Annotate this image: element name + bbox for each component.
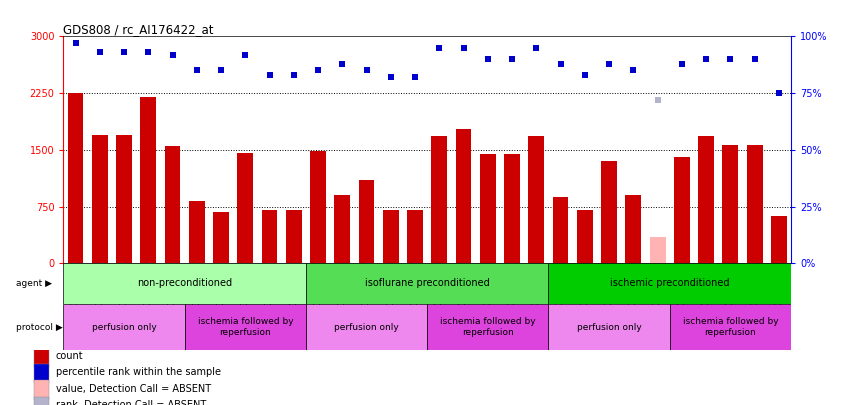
Bar bbox=[286, 210, 302, 263]
Bar bbox=[334, 195, 350, 263]
Bar bbox=[359, 180, 375, 263]
Bar bbox=[427, 304, 548, 350]
Bar bbox=[670, 304, 791, 350]
Bar bbox=[383, 210, 398, 263]
Text: isoflurane preconditioned: isoflurane preconditioned bbox=[365, 279, 490, 288]
Bar bbox=[34, 397, 49, 405]
Bar bbox=[650, 237, 666, 263]
Text: agent ▶: agent ▶ bbox=[16, 279, 52, 288]
Bar bbox=[184, 304, 306, 350]
Bar bbox=[68, 93, 84, 263]
Bar bbox=[407, 210, 423, 263]
Bar bbox=[625, 195, 641, 263]
Bar bbox=[116, 135, 132, 263]
Text: ischemia followed by
reperfusion: ischemia followed by reperfusion bbox=[440, 318, 536, 337]
Bar bbox=[63, 304, 184, 350]
Bar bbox=[238, 153, 253, 263]
Text: ischemic preconditioned: ischemic preconditioned bbox=[610, 279, 729, 288]
Bar bbox=[456, 129, 471, 263]
Bar bbox=[431, 136, 448, 263]
Bar bbox=[602, 161, 617, 263]
Bar bbox=[698, 136, 714, 263]
Bar bbox=[189, 201, 205, 263]
Bar bbox=[577, 210, 593, 263]
Bar bbox=[63, 263, 306, 304]
Text: perfusion only: perfusion only bbox=[577, 322, 641, 332]
Text: GDS808 / rc_AI176422_at: GDS808 / rc_AI176422_at bbox=[63, 23, 214, 36]
Text: protocol ▶: protocol ▶ bbox=[16, 322, 63, 332]
Bar bbox=[529, 136, 544, 263]
Text: non-preconditioned: non-preconditioned bbox=[137, 279, 233, 288]
Bar bbox=[140, 97, 157, 263]
Bar bbox=[213, 212, 229, 263]
Bar bbox=[261, 210, 277, 263]
Bar bbox=[34, 347, 49, 367]
Bar bbox=[480, 153, 496, 263]
Bar bbox=[722, 145, 739, 263]
Bar bbox=[306, 304, 427, 350]
Text: ischemia followed by
reperfusion: ischemia followed by reperfusion bbox=[197, 318, 294, 337]
Bar bbox=[771, 216, 787, 263]
Bar bbox=[548, 263, 791, 304]
Text: count: count bbox=[56, 351, 84, 361]
Text: percentile rank within the sample: percentile rank within the sample bbox=[56, 367, 221, 377]
Text: rank, Detection Call = ABSENT: rank, Detection Call = ABSENT bbox=[56, 400, 206, 405]
Bar bbox=[548, 304, 670, 350]
Bar bbox=[34, 380, 49, 399]
Text: perfusion only: perfusion only bbox=[334, 322, 399, 332]
Text: ischemia followed by
reperfusion: ischemia followed by reperfusion bbox=[683, 318, 778, 337]
Bar bbox=[674, 158, 689, 263]
Text: value, Detection Call = ABSENT: value, Detection Call = ABSENT bbox=[56, 384, 211, 394]
Text: perfusion only: perfusion only bbox=[91, 322, 157, 332]
Bar bbox=[747, 145, 762, 263]
Bar bbox=[165, 146, 180, 263]
Bar bbox=[306, 263, 548, 304]
Bar bbox=[310, 151, 326, 263]
Bar bbox=[552, 197, 569, 263]
Bar bbox=[34, 364, 49, 383]
Bar bbox=[504, 153, 520, 263]
Bar bbox=[92, 135, 107, 263]
